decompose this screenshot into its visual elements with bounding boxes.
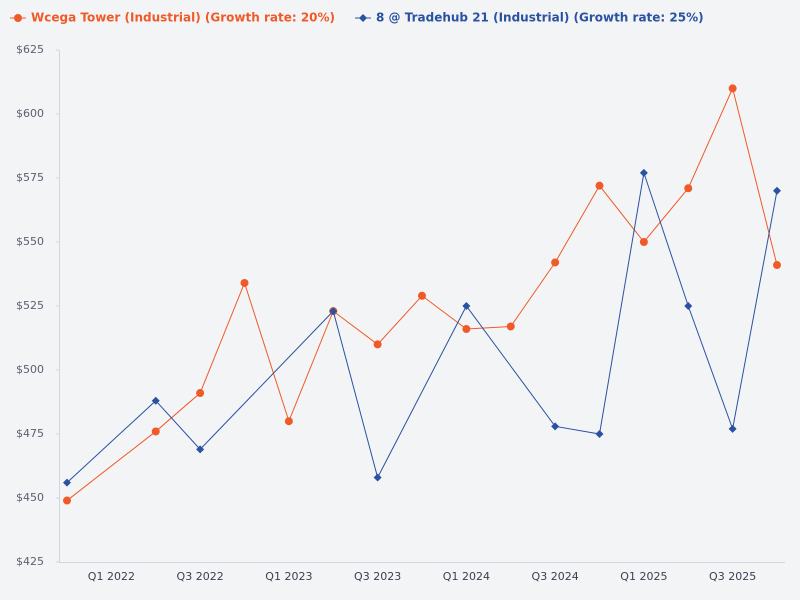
point (284, 417, 293, 426)
point (462, 302, 471, 310)
legend-item: 8 @ Tradehub 21 (Industrial) (Growth rat… (355, 11, 704, 25)
point (151, 396, 160, 405)
point (14, 14, 22, 22)
x-tick-label: Q1 2024 (443, 570, 490, 583)
y-tick-label: $625 (16, 43, 44, 56)
point (551, 422, 560, 431)
legend-item: Wcega Tower (Industrial) (Growth rate: 2… (10, 11, 335, 25)
x-tick-label: Q3 2022 (177, 570, 224, 583)
point (151, 427, 160, 436)
x-tick-label: Q1 2022 (88, 570, 135, 583)
y-tick-label: $500 (16, 363, 44, 376)
point (329, 307, 338, 316)
series-line (66, 172, 778, 484)
point (728, 84, 737, 93)
point (773, 186, 781, 195)
point (418, 291, 426, 300)
y-tick-label: $450 (16, 491, 44, 504)
point (506, 322, 515, 331)
point (359, 14, 368, 22)
y-tick-label: $425 (16, 555, 44, 568)
point (595, 430, 604, 438)
legend-label: 8 @ Tradehub 21 (Industrial) (Growth rat… (376, 11, 704, 25)
point (373, 473, 382, 482)
y-tick-label: $525 (16, 299, 44, 312)
point (639, 168, 648, 177)
point (684, 184, 693, 193)
point (196, 445, 205, 454)
x-tick-label: Q3 2023 (354, 570, 401, 583)
point (595, 181, 604, 190)
x-tick-label: Q3 2025 (709, 570, 756, 583)
x-tick-label: Q1 2023 (265, 570, 312, 583)
y-tick-label: $550 (16, 235, 44, 248)
point (462, 325, 471, 334)
point (373, 340, 382, 349)
point (196, 389, 205, 398)
point (63, 478, 71, 487)
y-tick-label: $475 (16, 427, 44, 440)
series-line (66, 86, 778, 501)
point (240, 278, 249, 287)
y-tick-label: $575 (16, 171, 44, 184)
x-tick-label: Q3 2024 (532, 570, 579, 583)
point (63, 496, 71, 505)
legend-label: Wcega Tower (Industrial) (Growth rate: 2… (31, 11, 335, 25)
point (551, 258, 560, 267)
point (728, 424, 737, 433)
point (773, 261, 781, 270)
y-tick-label: $600 (16, 107, 44, 120)
x-tick-label: Q1 2025 (620, 570, 667, 583)
point (639, 238, 648, 246)
point (684, 302, 693, 310)
